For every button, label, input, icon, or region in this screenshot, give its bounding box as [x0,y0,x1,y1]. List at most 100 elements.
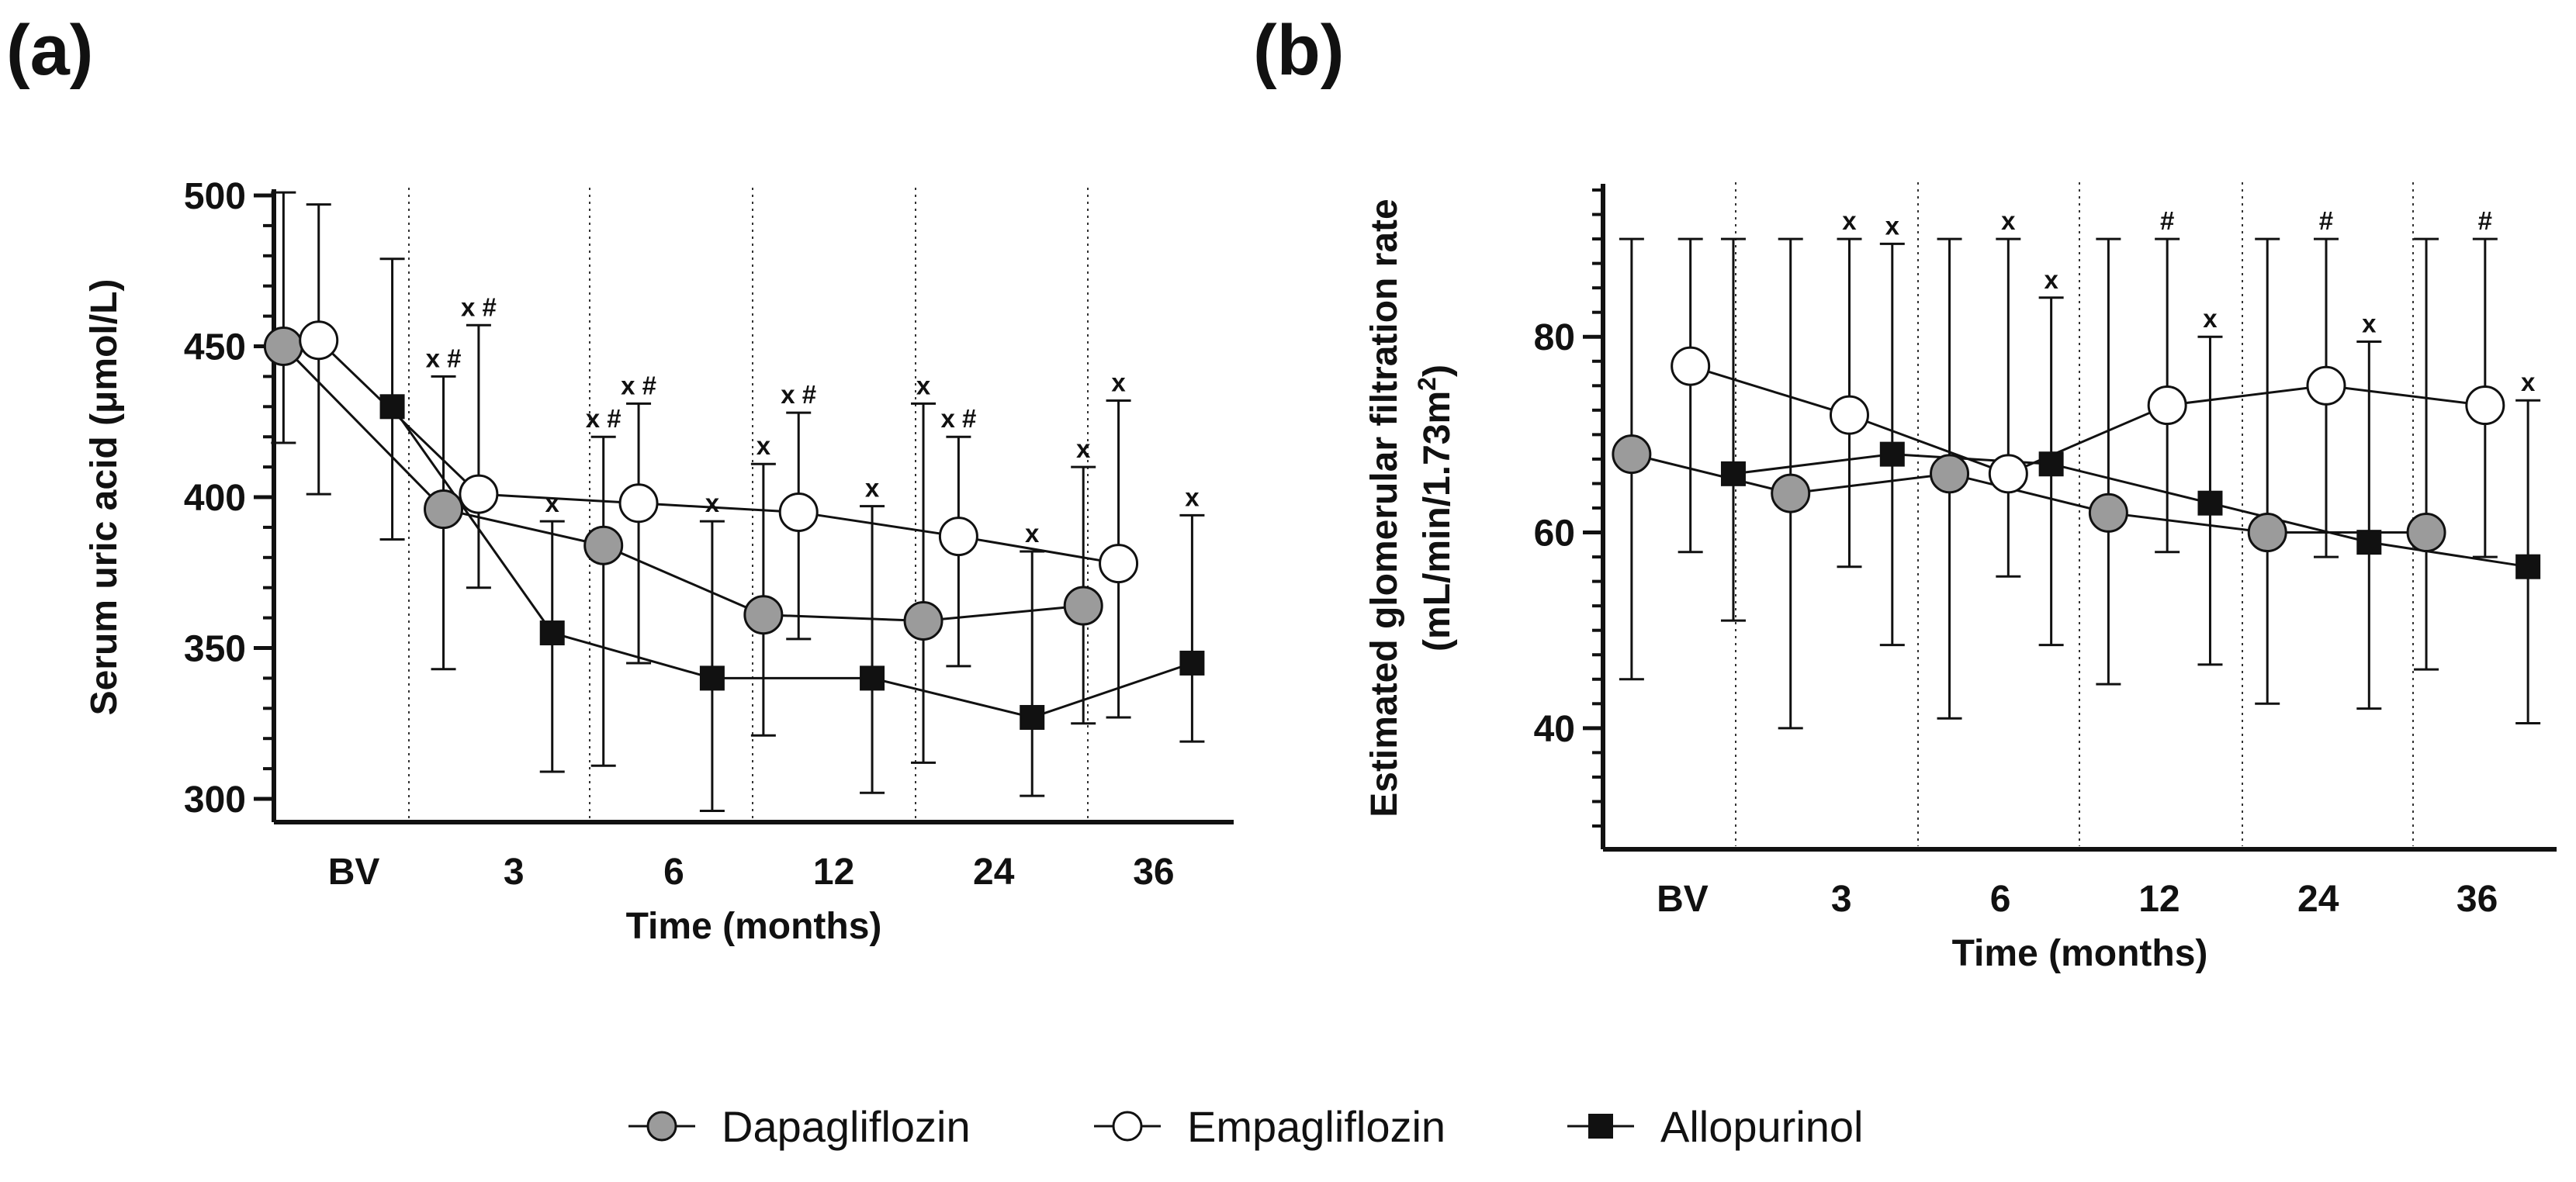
y-tick-label: 400 [184,478,246,519]
data-point-dapagliflozin [424,489,464,530]
significance-annotation: x [1025,519,1040,548]
y-axis-title-close: ) [1417,365,1458,377]
series-line-empagliflozin [317,339,1119,565]
data-point-dapagliflozin [263,327,303,366]
series-line-allopurinol [1733,453,2529,569]
legend-item-dapagliflozin: Dapagliflozin [628,1102,971,1151]
data-point-empagliflozin [2306,365,2346,406]
data-point-dapagliflozin [1771,473,1811,513]
y-axis-title-unit: (mL/min/1.73m [1417,391,1458,651]
significance-annotation: x [1185,482,1200,511]
data-point-dapagliflozin [2247,513,2287,553]
data-point-empagliflozin [299,320,339,361]
y-tick-label: 60 [1534,513,1575,555]
legend-marker-allopurinol [1588,1114,1613,1139]
x-tick-label: 6 [1990,879,2011,920]
y-axis-title-line1: Estimated glomerular filtration rate [1364,199,1405,817]
significance-annotation: x [2521,368,2536,396]
y-tick-label: 500 [184,176,246,217]
legend-label: Dapagliflozin [722,1102,971,1151]
data-point-allopurinol [539,620,565,646]
data-point-allopurinol [699,665,725,691]
significance-annotation: x [1076,434,1091,463]
x-tick-label: 12 [813,852,854,893]
x-tick-label: 24 [2297,879,2339,920]
data-point-allopurinol [2515,554,2541,579]
data-point-dapagliflozin [1612,434,1652,475]
significance-annotation: x # [586,404,621,433]
data-point-dapagliflozin [2406,513,2446,553]
significance-annotation: x [865,474,880,503]
x-tick-label: 3 [504,852,525,893]
significance-annotation: # [2160,206,2174,235]
x-tick-label: 36 [1133,852,1174,893]
y-tick-label: 40 [1534,709,1575,750]
data-point-empagliflozin [778,492,819,532]
legend-label: Allopurinol [1660,1102,1864,1151]
x-tick-label: BV [328,852,380,893]
legend-item-allopurinol: Allopurinol [1567,1102,1864,1151]
significance-annotation: x [2203,304,2218,333]
significance-annotation: x [2362,309,2377,338]
significance-annotation: x # [426,344,462,372]
y-tick-label: 80 [1534,317,1575,358]
x-tick-label: 3 [1831,879,1852,920]
data-point-allopurinol [2356,530,2382,555]
significance-annotation: x [916,371,931,399]
significance-annotation: x [757,431,771,460]
panel-label: (b) [1253,11,1344,90]
legend: Dapagliflozin Empagliflozin Allopurinol [628,1102,1864,1151]
significance-annotation: x [545,489,560,517]
y-axis-title: Serum uric acid (μmol/L) [84,279,125,716]
data-point-allopurinol [1179,650,1205,676]
data-point-dapagliflozin [1930,454,1970,494]
significance-annotation: x [1885,211,1900,240]
data-point-allopurinol [1879,441,1905,467]
legend-marker-dapagliflozin [646,1111,677,1142]
significance-annotation: x [1842,206,1857,235]
data-point-allopurinol [860,665,885,691]
legend-item-empagliflozin: Empagliflozin [1094,1102,1446,1151]
significance-annotation: x [2044,265,2058,294]
y-axis-title-superscript: 2 [1413,377,1441,391]
x-tick-label: BV [1657,879,1709,920]
series-line-dapagliflozin [282,345,1084,622]
data-point-empagliflozin [938,517,978,557]
x-tick-label: 36 [2457,879,2498,920]
data-point-dapagliflozin [743,595,784,635]
significance-annotation: # [2319,206,2333,235]
data-point-dapagliflozin [903,600,943,641]
data-point-allopurinol [2197,490,2223,516]
series-line-dapagliflozin [1631,453,2427,534]
data-point-empagliflozin [459,474,499,514]
y-tick-label: 450 [184,327,246,368]
series-line-allopurinol [391,406,1193,719]
significance-annotation: x # [621,371,656,399]
significance-annotation: x # [781,380,816,409]
x-tick-label: 6 [663,852,684,893]
significance-annotation: x [1111,368,1126,397]
data-point-empagliflozin [1988,454,2028,494]
data-point-dapagliflozin [1063,586,1103,626]
data-point-empagliflozin [618,483,659,524]
data-point-empagliflozin [2465,385,2505,426]
legend-marker-empagliflozin [1112,1111,1143,1142]
y-tick-label: 350 [184,629,246,670]
y-tick-label: 300 [184,779,246,821]
significance-annotation: # [2478,206,2492,235]
data-point-allopurinol [2038,451,2064,477]
x-tick-label: 24 [973,852,1015,893]
data-point-allopurinol [1720,461,1746,486]
data-point-allopurinol [379,394,405,420]
significance-annotation: x [2001,206,2016,235]
significance-annotation: x # [940,404,976,433]
significance-annotation: x [705,489,720,517]
x-tick-label: 12 [2138,879,2180,920]
data-point-empagliflozin [1829,395,1869,435]
x-axis-title: Time (months) [1952,933,2208,974]
data-point-empagliflozin [2147,385,2187,426]
legend-label: Empagliflozin [1187,1102,1446,1151]
